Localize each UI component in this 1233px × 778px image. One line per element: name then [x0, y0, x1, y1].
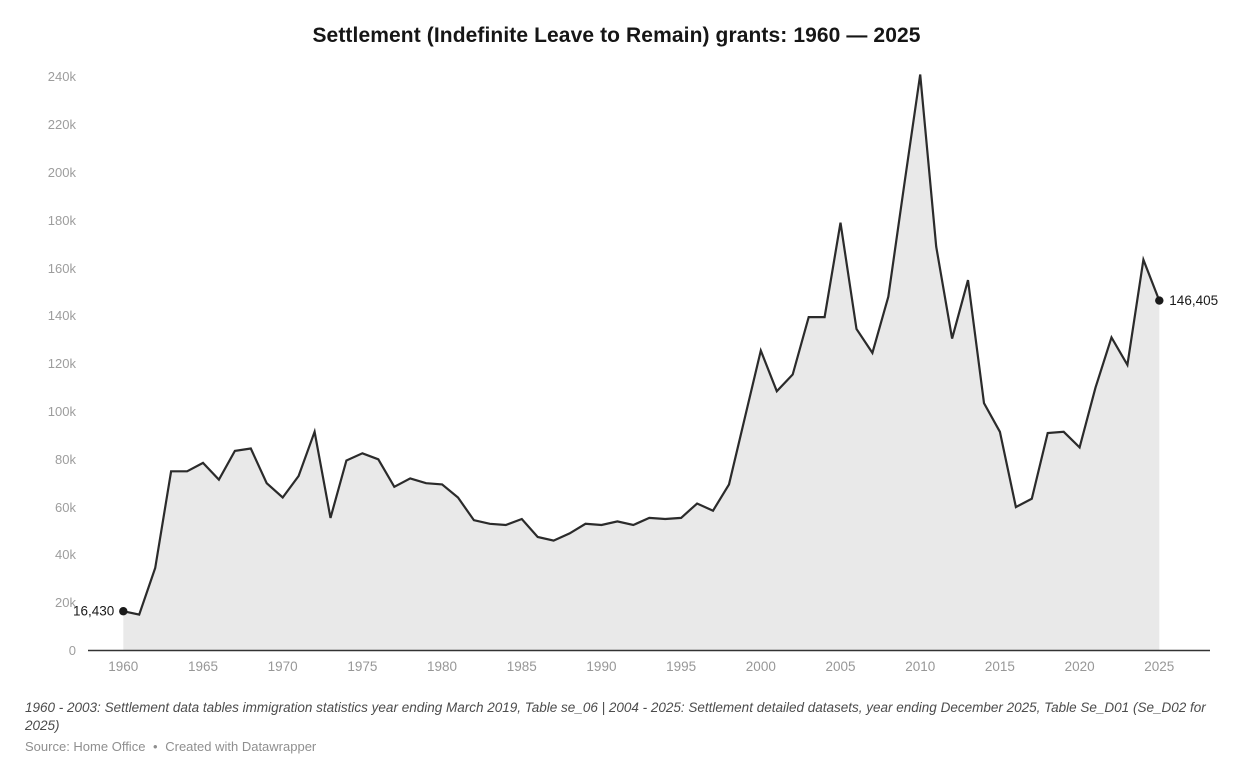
x-tick-label: 1960	[108, 659, 139, 674]
y-tick-label: 160k	[47, 260, 76, 276]
x-tick-label: 2010	[905, 659, 936, 674]
y-tick-label: 80k	[55, 451, 76, 467]
x-tick-label: 2020	[1064, 659, 1095, 674]
y-tick-label: 240k	[47, 69, 76, 85]
y-tick-label: 0	[68, 643, 76, 658]
y-tick-label: 20k	[55, 595, 76, 611]
x-tick-label: 2000	[745, 659, 776, 674]
y-tick-label: 40k	[55, 547, 76, 563]
y-tick-label: 100k	[47, 404, 76, 419]
data-line	[122, 74, 1161, 616]
x-tick-label: 1975	[347, 659, 378, 674]
chart-title: Settlement (Indefinite Leave to Remain) …	[312, 24, 921, 47]
separator-dot: •	[153, 739, 158, 754]
y-tick-label: 180k	[47, 212, 76, 228]
y-tick-label: 120k	[47, 356, 76, 372]
y-tick-label: 220k	[47, 117, 76, 133]
chart-notes: 1960 - 2003: Settlement data tables immi…	[25, 700, 1206, 733]
datawrapper-credit-link[interactable]: Created with Datawrapper	[165, 739, 317, 754]
x-tick-label: 2025	[1144, 659, 1175, 674]
x-tick-label: 1965	[187, 659, 218, 674]
area-fill	[123, 74, 1160, 651]
x-tick-label: 2015	[984, 659, 1015, 674]
y-tick-label: 60k	[55, 499, 76, 515]
y-tick-label: 140k	[47, 308, 76, 324]
y-tick-label: 200k	[47, 165, 76, 180]
end-point-dot	[1155, 296, 1164, 305]
x-tick-label: 1970	[267, 659, 298, 674]
x-tick-label: 1980	[427, 659, 458, 674]
end-value-label: 146,405	[1169, 293, 1218, 308]
area-chart: 16,430 146,405	[73, 74, 1218, 652]
source-label: Source: Home Office	[25, 739, 146, 754]
x-tick-label: 2005	[825, 659, 856, 674]
source-row: Source: Home Office • Created with Dataw…	[25, 739, 1217, 754]
start-point-dot	[119, 607, 128, 616]
start-value-label: 16,430	[73, 604, 114, 619]
x-tick-label: 1990	[586, 659, 617, 674]
x-tick-label: 1995	[666, 659, 697, 674]
x-tick-label: 1985	[506, 659, 537, 674]
